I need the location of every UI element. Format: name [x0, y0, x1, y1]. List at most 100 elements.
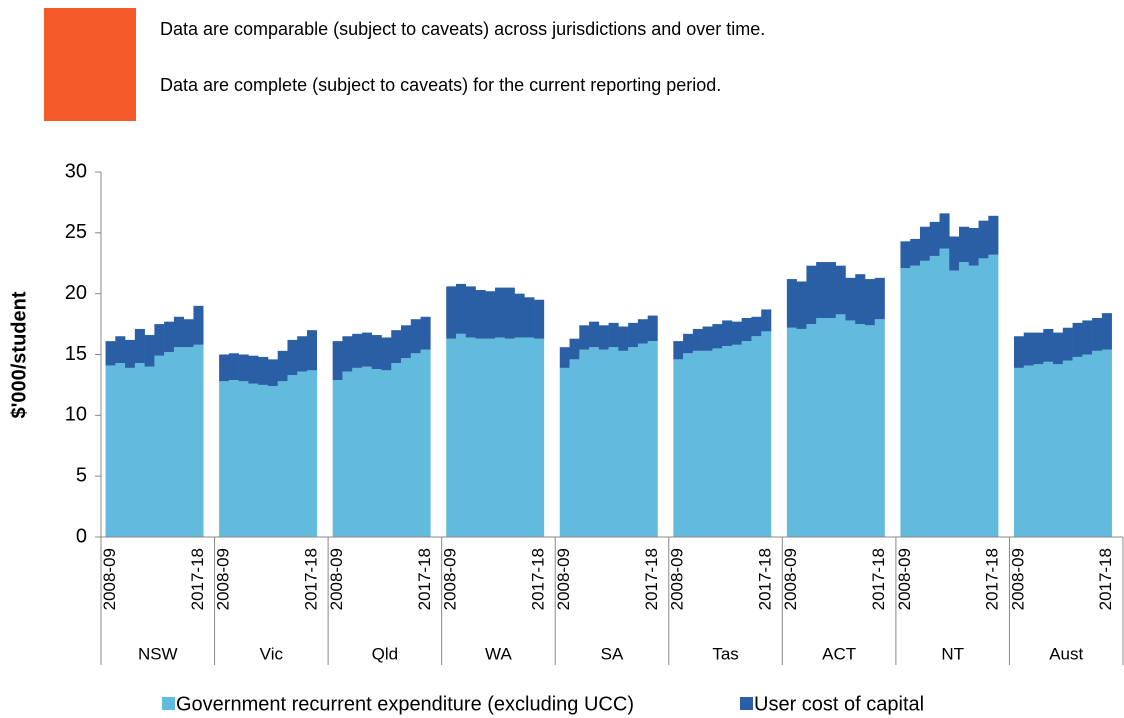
- bar-segment: [258, 356, 269, 385]
- bar-segment: [900, 268, 911, 537]
- x-tick-label: 2017-18: [528, 548, 547, 610]
- bar-segment: [855, 274, 866, 325]
- bar-segment: [455, 333, 467, 537]
- bar-segment: [446, 286, 457, 339]
- bar-segment: [446, 338, 457, 537]
- bar-segment: [959, 226, 970, 263]
- y-tick-label: 30: [65, 160, 87, 182]
- bar-segment: [297, 336, 308, 372]
- bar-segment: [134, 328, 145, 364]
- bar-segment: [1043, 328, 1054, 362]
- bar-segment: [1053, 332, 1064, 365]
- bar-segment: [534, 338, 545, 537]
- x-tick-label: 2017-18: [1096, 548, 1115, 610]
- bar-segment: [219, 354, 230, 382]
- y-tick-label: 5: [76, 464, 87, 486]
- x-tick-label: 2017-18: [188, 548, 207, 610]
- bar-segment: [628, 322, 639, 348]
- bar-segment: [105, 365, 116, 537]
- bar-segment: [731, 321, 742, 345]
- bar-segment: [115, 336, 126, 364]
- bar-segment: [722, 320, 733, 346]
- bar-segment: [722, 345, 733, 537]
- group-label: Aust: [1049, 644, 1083, 663]
- bar-segment: [816, 318, 827, 537]
- bar-segment: [1101, 313, 1112, 350]
- legend-label: User cost of capital: [754, 693, 924, 715]
- bar-segment: [589, 321, 600, 348]
- bar-segment: [919, 260, 931, 537]
- bar-segment: [683, 353, 694, 537]
- bar-segment: [968, 227, 979, 266]
- bar-segment: [598, 349, 609, 537]
- bar-segment: [248, 355, 259, 384]
- bar-segment: [1023, 365, 1034, 537]
- x-tick-label: 2017-18: [642, 548, 661, 610]
- bar-segment: [381, 337, 392, 371]
- bar-segment: [410, 353, 421, 537]
- bar-segment: [569, 359, 580, 537]
- bar-segment: [835, 314, 846, 537]
- bar-segment: [485, 338, 496, 537]
- bar-segment: [978, 258, 989, 537]
- x-tick-label: 2008-09: [554, 548, 573, 610]
- bar-segment: [154, 355, 165, 537]
- bar-segment: [929, 221, 940, 256]
- bar-segment: [306, 330, 318, 371]
- bar-segment: [559, 367, 570, 537]
- bar-segment: [786, 327, 797, 537]
- bar-segment: [248, 383, 259, 537]
- x-tick-label: 2008-09: [100, 548, 119, 610]
- bar-segment: [267, 359, 278, 387]
- bar-segment: [287, 375, 298, 537]
- bar-segment: [381, 370, 392, 537]
- bar-segment: [874, 277, 885, 320]
- bar-segment: [647, 315, 658, 342]
- group-label: ACT: [822, 644, 856, 663]
- bar-segment: [391, 363, 402, 537]
- note: Data are comparable (subject to caveats)…: [160, 19, 765, 39]
- bar-segment: [504, 338, 515, 537]
- bar-segment: [465, 337, 476, 537]
- y-axis-label: $'000/student: [8, 291, 30, 418]
- bar-segment: [238, 354, 249, 382]
- group-label: Qld: [372, 644, 398, 663]
- bar-segment: [183, 319, 194, 348]
- bar-segment: [816, 262, 827, 318]
- bar-segment: [164, 321, 175, 353]
- bar-segment: [637, 343, 648, 537]
- bar-segment: [751, 336, 762, 537]
- bar-segment: [173, 316, 184, 348]
- bar-segment: [154, 324, 165, 356]
- bar-segment: [332, 380, 343, 537]
- bar-segment: [1082, 354, 1093, 537]
- x-tick-label: 2017-18: [301, 548, 320, 610]
- bar-segment: [741, 318, 752, 342]
- bar-segment: [144, 366, 155, 537]
- bar-segment: [332, 341, 343, 381]
- bar-segment: [514, 293, 525, 338]
- bar-segment: [371, 369, 382, 537]
- bar-segment: [910, 238, 921, 266]
- bar-segment: [796, 328, 807, 537]
- x-tick-label: 2017-18: [415, 548, 434, 610]
- group-label: NSW: [138, 644, 178, 663]
- status-box: [44, 8, 136, 121]
- y-tick-label: 15: [65, 343, 87, 365]
- bar-segment: [193, 344, 204, 537]
- legend-swatch: [162, 697, 175, 710]
- bar-segment: [475, 338, 486, 537]
- bar-segment: [731, 344, 742, 537]
- bar-segment: [855, 324, 866, 537]
- bar-segment: [361, 366, 373, 537]
- bar-segment: [702, 350, 713, 537]
- bar-segment: [796, 281, 807, 329]
- bar-segment: [865, 279, 876, 326]
- bar-segment: [125, 367, 136, 537]
- bar-segment: [258, 384, 269, 537]
- x-tick-label: 2017-18: [983, 548, 1002, 610]
- bar-segment: [1013, 336, 1025, 368]
- bar-segment: [939, 248, 950, 537]
- bar-segment: [485, 291, 496, 339]
- bar-segment: [988, 215, 999, 255]
